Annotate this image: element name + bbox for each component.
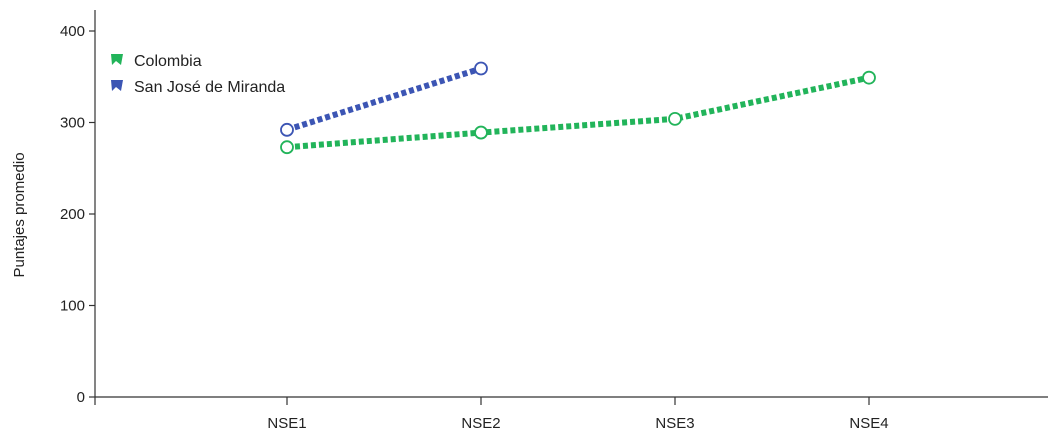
y-tick-label: 0 (77, 389, 85, 406)
x-tick-label: NSE4 (849, 415, 888, 432)
series-line (286, 74, 870, 151)
x-ticks: NSE1 NSE2 NSE3 NSE4 (267, 397, 889, 432)
data-point (280, 140, 294, 155)
legend-label: Colombia (134, 53, 202, 70)
series-1 (280, 70, 876, 155)
series-line (286, 65, 482, 133)
x-tick-label: NSE3 (655, 415, 694, 432)
legend-marker (111, 54, 123, 65)
y-axis-title: Puntajes promedio (11, 152, 28, 277)
data-point (474, 125, 488, 140)
data-point (862, 70, 876, 85)
legend: Colombia San José de Miranda (111, 53, 285, 96)
data-point (474, 61, 488, 76)
legend-label: San José de Miranda (134, 79, 285, 96)
y-tick-label: 200 (60, 206, 85, 223)
y-tick-label: 300 (60, 115, 85, 132)
legend-marker (111, 80, 123, 91)
x-tick-label: NSE2 (461, 415, 500, 432)
series-group (280, 61, 876, 155)
x-tick-label: NSE1 (267, 415, 306, 432)
data-point (668, 111, 682, 126)
y-ticks: 0 100 200 300 400 (60, 23, 95, 406)
y-tick-label: 400 (60, 23, 85, 40)
data-point (280, 122, 294, 137)
series-2 (280, 61, 488, 137)
axes (94, 10, 1048, 405)
y-tick-label: 100 (60, 298, 85, 315)
